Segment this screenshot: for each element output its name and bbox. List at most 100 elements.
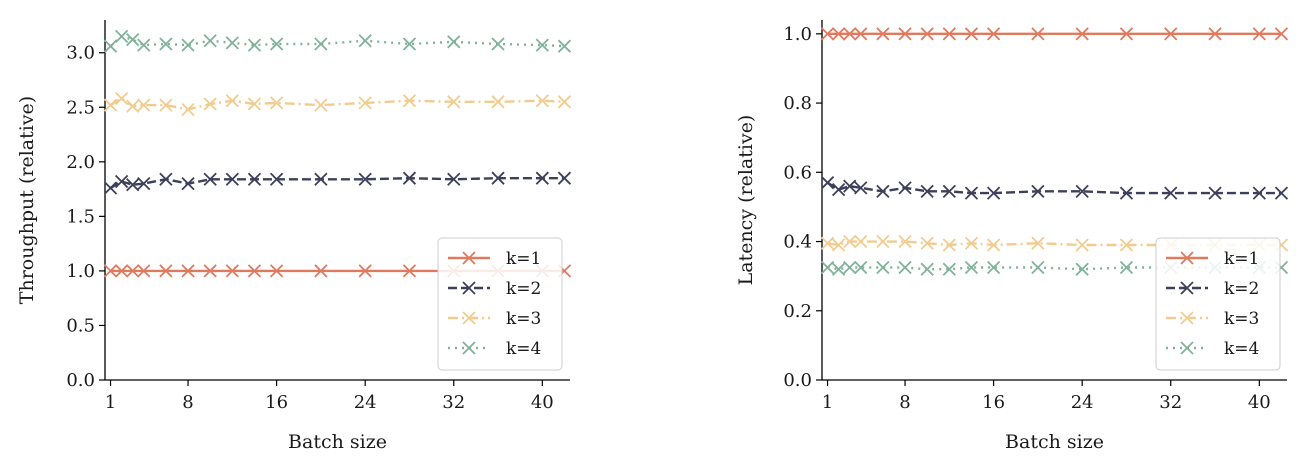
data-point-k=1 [876,27,890,41]
data-point-k=2-stroke-b [920,184,934,198]
legend-label: k=4 [506,339,541,359]
data-point-k=2-stroke-b [114,174,129,189]
data-point-k=3-stroke-b [898,234,912,249]
data-point-k=1-stroke-b [159,264,173,278]
data-point-k=2 [1252,186,1266,200]
data-point-k=1 [247,264,262,278]
data-point-k=4-stroke-b [1119,260,1134,275]
x-tick-label: 8 [182,392,193,413]
legend-marker-stroke-b [1180,281,1194,295]
data-point-k=2 [1274,186,1289,200]
data-point-k=4-stroke-b [447,35,461,49]
data-point-k=4 [114,29,129,44]
data-point-k=3-stroke-b [203,97,217,111]
x-tick-label: 16 [982,392,1005,413]
data-point-k=2 [491,171,505,185]
data-point-k=1 [854,27,868,41]
legend-marker-stroke-b [462,251,476,265]
data-point-k=1-stroke-b [831,27,846,41]
data-point-k=3-stroke-b [876,234,890,249]
data-point-k=1 [159,264,173,278]
data-point-k=2-stroke-b [831,182,846,197]
data-point-k=2-stroke-b [1208,186,1222,200]
data-point-k=1 [203,264,217,278]
data-point-k=1 [114,264,129,278]
data-point-k=1-stroke-b [269,264,284,278]
data-point-k=1-stroke-b [203,264,217,278]
data-point-k=2-stroke-b [159,172,173,186]
data-point-k=1 [831,27,846,41]
data-point-k=1-stroke-b [358,264,372,278]
x-tick-label: 1 [822,392,833,413]
data-point-k=2 [843,179,857,193]
y-tick-label: 1.0 [66,261,95,282]
throughput-chart: 1 8 16 24 32 40 0.0 0.5 1.0 1.5 2.0 2.5 3.0 Batch siz… [16,20,572,453]
data-point-k=4 [964,260,979,275]
data-point-k=3 [535,94,549,108]
data-point-k=2-stroke-b [843,179,857,193]
x-axis-label: Batch size [288,431,387,453]
data-point-k=3 [314,98,328,112]
data-point-k=3-stroke-b [447,95,461,109]
data-point-k=2-stroke-b [964,186,979,200]
data-point-k=1-stroke-b [1031,27,1045,41]
x-tick-label: 24 [354,392,377,413]
legend-label: k=2 [1224,279,1259,299]
data-point-k=4 [820,260,835,275]
data-point-k=1-stroke-b [920,27,934,41]
data-point-k=4-stroke-b [491,37,505,51]
data-point-k=3 [114,91,129,106]
y-tick-label: 2.0 [66,152,95,173]
data-point-k=3 [491,95,505,109]
data-point-k=3-stroke-b [1031,236,1045,250]
data-point-k=3-stroke-b [181,102,195,117]
data-point-k=3 [203,97,217,111]
data-point-k=4-stroke-b [358,34,372,48]
data-point-k=1 [986,27,1001,41]
data-point-k=4-stroke-b [225,36,239,50]
legend-label: k=4 [1224,339,1259,359]
data-point-k=1-stroke-b [247,264,262,278]
legend-marker-stroke-b [462,281,476,295]
y-tick-label: 0.5 [66,315,95,336]
legend-marker [462,251,476,265]
y-tick-label: 1.0 [783,24,812,45]
legend-label: k=3 [506,309,541,329]
y-tick-label: 0.0 [783,370,812,391]
data-point-k=2-stroke-b [942,184,956,198]
data-point-k=4 [314,37,328,51]
data-point-k=4 [1031,260,1045,275]
x-tick-label: 40 [531,392,554,413]
data-point-k=1 [820,27,835,41]
data-point-k=2-stroke-b [1119,186,1134,200]
data-point-k=1-stroke-b [1252,27,1266,41]
y-axis-label: Latency (relative) [735,115,757,286]
data-point-k=2 [986,186,1001,200]
data-point-k=2-stroke-b [181,176,195,191]
data-point-k=4 [225,36,239,50]
data-point-k=1 [964,27,979,41]
legend-label: k=2 [506,279,541,299]
x-tick-label: 8 [899,392,910,413]
data-point-k=2 [358,172,372,186]
data-point-k=2-stroke-b [402,171,417,185]
legend: k=1 k=2 k=3 k=4 [1155,237,1281,371]
data-point-k=1-stroke-b [103,264,118,278]
data-point-k=2 [1031,184,1045,198]
data-point-k=3-stroke-b [820,236,835,250]
data-point-k=3 [820,236,835,250]
data-point-k=2 [831,182,846,197]
data-point-k=1 [269,264,284,278]
y-tick-label: 0.2 [783,301,812,322]
data-point-k=1 [1164,27,1178,41]
data-point-k=2-stroke-b [854,181,868,195]
data-point-k=1-stroke-b [1075,27,1089,41]
data-point-k=2-stroke-b [491,171,505,185]
data-point-k=2-stroke-b [137,176,151,191]
data-point-k=3-stroke-b [535,94,549,108]
data-point-k=1 [358,264,372,278]
data-point-k=3-stroke-b [843,234,857,249]
data-point-k=2-stroke-b [126,178,140,192]
legend-entry: k=4 [1166,339,1259,359]
